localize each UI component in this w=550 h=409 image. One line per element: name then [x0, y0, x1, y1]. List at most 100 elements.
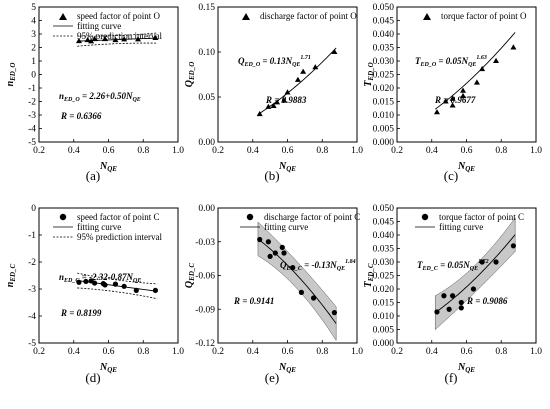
x-tick-label: 0.6	[461, 146, 473, 156]
y-tick-label: 0.050	[373, 204, 395, 214]
data-point	[441, 293, 447, 299]
data-point	[458, 305, 464, 311]
y-tick-label: 4	[31, 17, 36, 27]
data-point	[84, 36, 91, 43]
fit-equation: nED_C = -2.32-0.87NQE	[59, 272, 141, 284]
data-point	[152, 34, 159, 41]
y-tick-label: -0.12	[195, 339, 215, 349]
y-tick-label: -0.06	[195, 272, 215, 282]
x-tick-label: 0.6	[103, 347, 115, 357]
data-point	[267, 253, 273, 259]
chart-panel-6: 0.000 0.005 0.010 0.015 0.020 0.025 0.030 0.035…	[363, 204, 542, 385]
x-tick-label: 0.4	[68, 146, 80, 156]
x-tick-label: 0.4	[247, 146, 259, 156]
y-tick-label: 0.025	[373, 272, 395, 282]
data-point	[331, 310, 338, 316]
data-point	[312, 64, 319, 70]
y-axis-label: TED_O	[363, 62, 375, 86]
y-axis-label: QED_C	[184, 263, 196, 288]
y-tick-label: 0.025	[373, 71, 395, 81]
x-tick-label: 0.8	[137, 347, 149, 357]
prediction-band-upper	[77, 272, 158, 285]
y-tick-label: 0.10	[198, 48, 215, 58]
data-point	[284, 89, 291, 95]
data-point	[458, 299, 464, 306]
r-value: R = 0.6366	[60, 111, 102, 121]
data-point	[473, 79, 480, 85]
y-tick-label: 0.045	[373, 17, 395, 27]
x-tick-label: 1.0	[172, 146, 184, 156]
y-tick-label: 0.040	[373, 231, 395, 241]
x-tick-label: 0.8	[316, 146, 328, 156]
y-tick-label: -2	[28, 98, 36, 108]
data-point	[83, 278, 89, 285]
x-tick-label: 0.6	[282, 146, 294, 156]
data-point	[256, 110, 263, 117]
data-point	[152, 287, 159, 293]
y-tick-label: 0.000	[373, 138, 395, 148]
legend-label: fitting curve	[77, 21, 121, 31]
r-value: R = 0.8199	[60, 308, 102, 318]
x-tick-label: 0.2	[212, 347, 224, 357]
data-point	[76, 279, 82, 285]
y-tick-label: -2	[28, 258, 36, 268]
data-point	[434, 309, 440, 315]
y-tick-label: -3	[28, 111, 36, 121]
fitting-curve	[257, 47, 337, 115]
legend-label: speed factor of point O	[77, 11, 160, 21]
y-axis-label: nED_O	[5, 63, 17, 87]
data-point	[265, 103, 272, 109]
x-axis-label: NQE	[99, 362, 117, 374]
data-point	[112, 281, 119, 287]
legend-marker	[246, 213, 254, 221]
y-tick-label: -1	[28, 84, 36, 94]
legend-label: torque factor of point O	[441, 11, 527, 21]
chart-panel-1: -5 -4 -3 -2 -1 0 1 2 3 4 5 0.2 0.4 0.6 0.8 1.0 speed fac…	[5, 3, 184, 183]
data-point	[470, 286, 477, 292]
r-value: R = 0.9141	[233, 296, 274, 306]
legend-label: fitting curve	[264, 222, 308, 232]
y-tick-label: 0.05	[198, 93, 215, 103]
x-tick-label: 0.8	[137, 146, 149, 156]
y-tick-label: 0.010	[373, 312, 395, 322]
panel-label: (c)	[444, 168, 458, 183]
y-tick-label: -5	[28, 339, 36, 349]
x-tick-label: 0.6	[282, 347, 294, 357]
y-tick-label: 0.015	[373, 98, 395, 108]
y-tick-label: -0.03	[195, 238, 215, 248]
data-point	[310, 295, 317, 301]
data-point	[300, 68, 307, 74]
x-tick-label: 0.2	[33, 347, 45, 357]
y-tick-label: 0.00	[198, 204, 215, 214]
x-tick-label: 0.8	[316, 347, 328, 357]
data-point	[460, 92, 467, 99]
data-point	[510, 243, 517, 249]
data-point	[102, 35, 109, 42]
x-tick-label: 0.8	[495, 146, 507, 156]
y-tick-label: 3	[31, 30, 36, 40]
x-tick-label: 1.0	[351, 146, 363, 156]
y-tick-label: 0.015	[373, 299, 395, 309]
data-point	[272, 250, 278, 256]
y-tick-label: 0.030	[373, 57, 395, 67]
legend-label: speed factor of point C	[77, 212, 159, 222]
data-point	[281, 250, 287, 256]
x-axis-label: NQE	[278, 161, 296, 173]
data-point	[121, 36, 128, 42]
y-tick-label: 0	[31, 204, 36, 214]
legend-marker	[242, 13, 250, 20]
prediction-band-lower	[77, 287, 158, 300]
x-tick-label: 0.4	[247, 347, 259, 357]
x-tick-label: 1.0	[172, 347, 184, 357]
legend-label: 95% prediction interval	[77, 232, 162, 242]
data-point	[449, 95, 456, 101]
data-point	[510, 44, 517, 50]
data-point	[290, 265, 296, 271]
x-tick-label: 0.4	[68, 347, 80, 357]
y-tick-label: 0.035	[373, 44, 395, 54]
y-tick-label: 0.030	[373, 258, 395, 268]
x-axis-label: NQE	[99, 161, 117, 173]
r-value: R = 0.9677	[434, 95, 476, 105]
x-tick-label: 0.2	[391, 347, 403, 357]
y-tick-label: 0.035	[373, 245, 395, 255]
